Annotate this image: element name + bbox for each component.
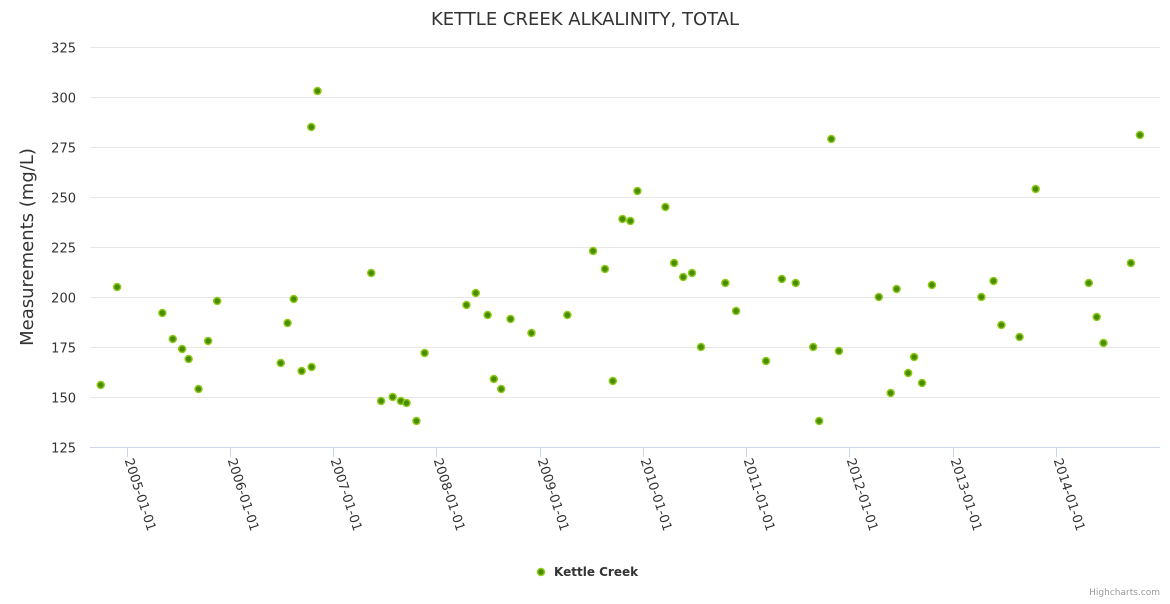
data-point[interactable] (917, 378, 927, 388)
data-point[interactable] (483, 310, 492, 320)
data-point[interactable] (696, 342, 706, 352)
data-point[interactable] (687, 268, 697, 278)
data-point[interactable] (977, 292, 986, 302)
data-point[interactable] (420, 348, 429, 358)
data-point[interactable] (814, 416, 824, 426)
y-tick-label: 325 (51, 42, 76, 57)
data-point[interactable] (989, 276, 998, 286)
credits-link[interactable]: Highcharts.com (1089, 588, 1160, 598)
data-point[interactable] (376, 396, 386, 406)
data-point[interactable] (903, 368, 913, 378)
legend-item-kettle-creek[interactable]: Kettle Creek (536, 565, 640, 579)
data-point[interactable] (791, 278, 800, 288)
data-point[interactable] (1031, 184, 1040, 194)
data-point[interactable] (721, 278, 730, 288)
data-point[interactable] (366, 268, 376, 278)
data-point[interactable] (827, 134, 836, 144)
data-point[interactable] (112, 282, 122, 292)
data-point[interactable] (313, 86, 322, 96)
x-tick-label: 2006-01-01 (224, 457, 262, 533)
x-tick-label: 2013-01-01 (947, 457, 985, 533)
data-point[interactable] (1126, 258, 1136, 268)
y-tick-label: 225 (51, 242, 76, 257)
data-point[interactable] (626, 216, 635, 226)
data-point[interactable] (618, 214, 627, 224)
data-point[interactable] (563, 310, 572, 320)
x-tick-label: 2014-01-01 (1050, 457, 1088, 533)
data-point[interactable] (203, 336, 213, 346)
y-tick-label: 250 (51, 192, 76, 207)
data-point[interactable] (1099, 338, 1108, 348)
data-point[interactable] (588, 246, 598, 256)
x-tick-label: 2007-01-01 (327, 457, 365, 533)
x-tick-label: 2005-01-01 (121, 457, 159, 533)
data-point[interactable] (808, 342, 818, 352)
data-point[interactable] (874, 292, 884, 302)
data-point[interactable] (1084, 278, 1094, 288)
data-point[interactable] (496, 384, 506, 394)
data-point[interactable] (177, 344, 187, 354)
data-point[interactable] (661, 202, 670, 212)
y-axis-label: Measurements (mg/L) (17, 148, 38, 346)
y-tick-label: 175 (51, 342, 76, 357)
x-tick-label: 2009-01-01 (534, 457, 572, 533)
data-points (96, 86, 1145, 426)
data-point[interactable] (289, 294, 299, 304)
data-point[interactable] (633, 186, 642, 196)
x-tick-label: 2012-01-01 (843, 457, 881, 533)
data-point[interactable] (909, 352, 919, 362)
data-point[interactable] (489, 374, 499, 384)
data-point[interactable] (777, 274, 787, 284)
data-point[interactable] (527, 328, 536, 338)
data-point[interactable] (158, 308, 167, 318)
data-point[interactable] (506, 314, 515, 324)
legend-marker-icon (536, 567, 546, 577)
legend-label: Kettle Creek (554, 565, 639, 579)
data-point[interactable] (184, 354, 193, 364)
chart-title: KETTLE CREEK ALKALINITY, TOTAL (431, 9, 739, 30)
data-point[interactable] (194, 384, 203, 394)
data-point[interactable] (276, 358, 286, 368)
data-point[interactable] (731, 306, 741, 316)
data-point[interactable] (283, 318, 292, 328)
data-point[interactable] (402, 398, 411, 408)
data-point[interactable] (96, 380, 105, 390)
data-point[interactable] (997, 320, 1006, 330)
data-point[interactable] (678, 272, 688, 282)
data-point[interactable] (608, 376, 618, 386)
data-point[interactable] (388, 392, 397, 402)
data-point[interactable] (600, 264, 610, 274)
data-point[interactable] (1135, 130, 1145, 140)
data-point[interactable] (471, 288, 481, 298)
data-point[interactable] (307, 122, 316, 132)
grid-lines (90, 47, 1160, 398)
data-point[interactable] (886, 388, 895, 398)
x-tick-label: 2008-01-01 (430, 457, 468, 533)
data-point[interactable] (168, 334, 178, 344)
y-tick-label: 150 (51, 392, 76, 407)
data-point[interactable] (212, 296, 222, 306)
data-point[interactable] (1015, 332, 1024, 342)
y-tick-label: 275 (51, 142, 76, 157)
data-point[interactable] (462, 300, 471, 310)
data-point[interactable] (1092, 312, 1101, 322)
data-point[interactable] (892, 284, 901, 294)
y-tick-label: 300 (51, 92, 76, 107)
data-point[interactable] (307, 362, 316, 372)
data-point[interactable] (297, 366, 306, 376)
data-point[interactable] (927, 280, 937, 290)
x-tick-label: 2010-01-01 (637, 457, 675, 533)
x-tick-label: 2011-01-01 (740, 457, 778, 533)
y-axis-ticks: 125 150 175 200 225 250 275 300 325 (51, 42, 76, 457)
data-point[interactable] (834, 346, 844, 356)
data-point[interactable] (412, 416, 421, 426)
x-axis-ticks: 2005-01-01 2006-01-01 2007-01-01 2008-01-01… (121, 447, 1088, 533)
y-tick-label: 125 (51, 442, 76, 457)
data-point[interactable] (761, 356, 771, 366)
data-point[interactable] (669, 258, 679, 268)
y-tick-label: 200 (51, 292, 76, 307)
